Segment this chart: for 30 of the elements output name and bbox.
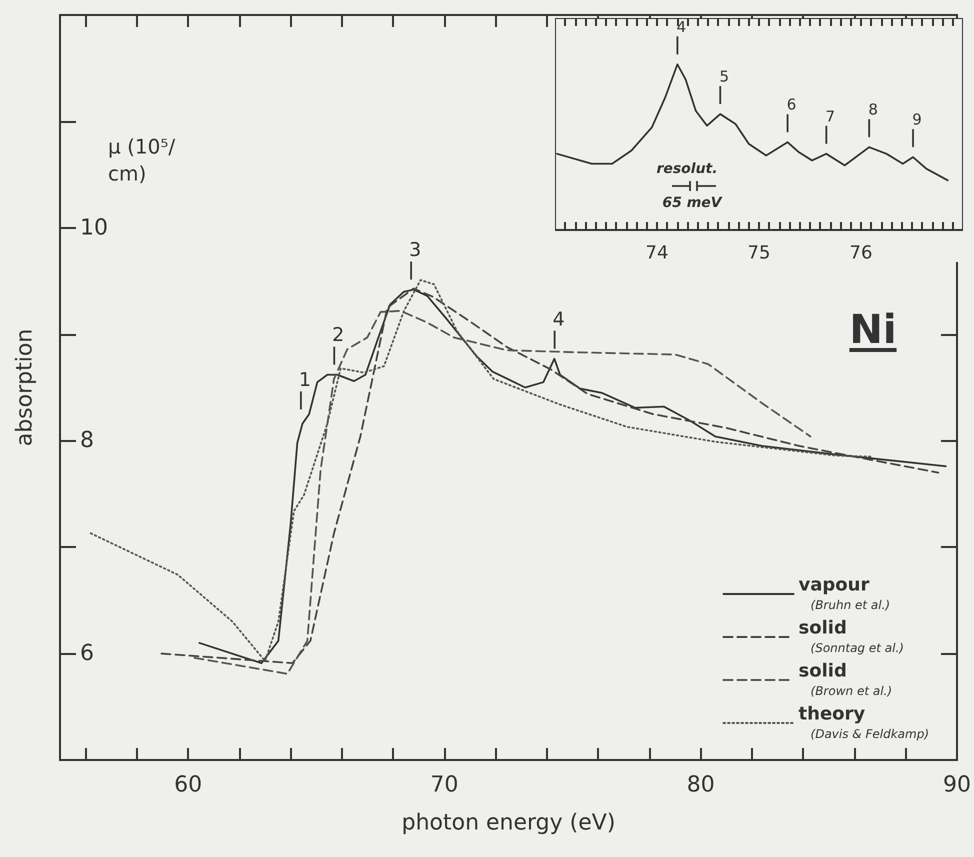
x-tick-label: 75 [748,242,770,264]
annotation: 9 [912,110,922,129]
y-tick-label: 8 [80,428,94,454]
annotation: 6 [786,96,796,114]
annotation: 8 [868,100,878,119]
x-tick-label: 80 [686,772,715,798]
annotation: 3 [409,239,422,262]
legend-label: theory (Davis & Feldkamp) [798,704,930,741]
annotation: 4 [552,308,565,330]
legend-label: solid (Brown et al.) [798,660,892,698]
x-axis-title: photon energy (eV) [402,810,616,836]
x-tick-label: 60 [174,772,202,798]
y-tick-label: 10 [80,215,108,240]
x-tick-label: 76 [850,242,872,264]
legend-label: solid (Sonntag et al.) [798,618,904,655]
legend-label: vapour (Bruhn et al.) [798,574,890,612]
annotation: 2 [332,324,344,346]
annotation: Ni [849,307,897,353]
annotation: 1 [298,368,311,391]
annotation: 5 [719,68,730,86]
x-tick-label: 90 [943,772,972,798]
y-tick-label: 6 [80,641,94,666]
y-axis-title: absorption [12,328,38,446]
annotation: 65 meV [662,195,723,211]
annotation: resolut. [656,161,718,177]
x-tick-label: 74 [646,242,668,264]
annotation: 4 [676,18,686,36]
annotation: 7 [826,107,836,126]
x-tick-label: 70 [430,772,458,798]
annotation: μ (10⁵/cm) [108,134,176,186]
